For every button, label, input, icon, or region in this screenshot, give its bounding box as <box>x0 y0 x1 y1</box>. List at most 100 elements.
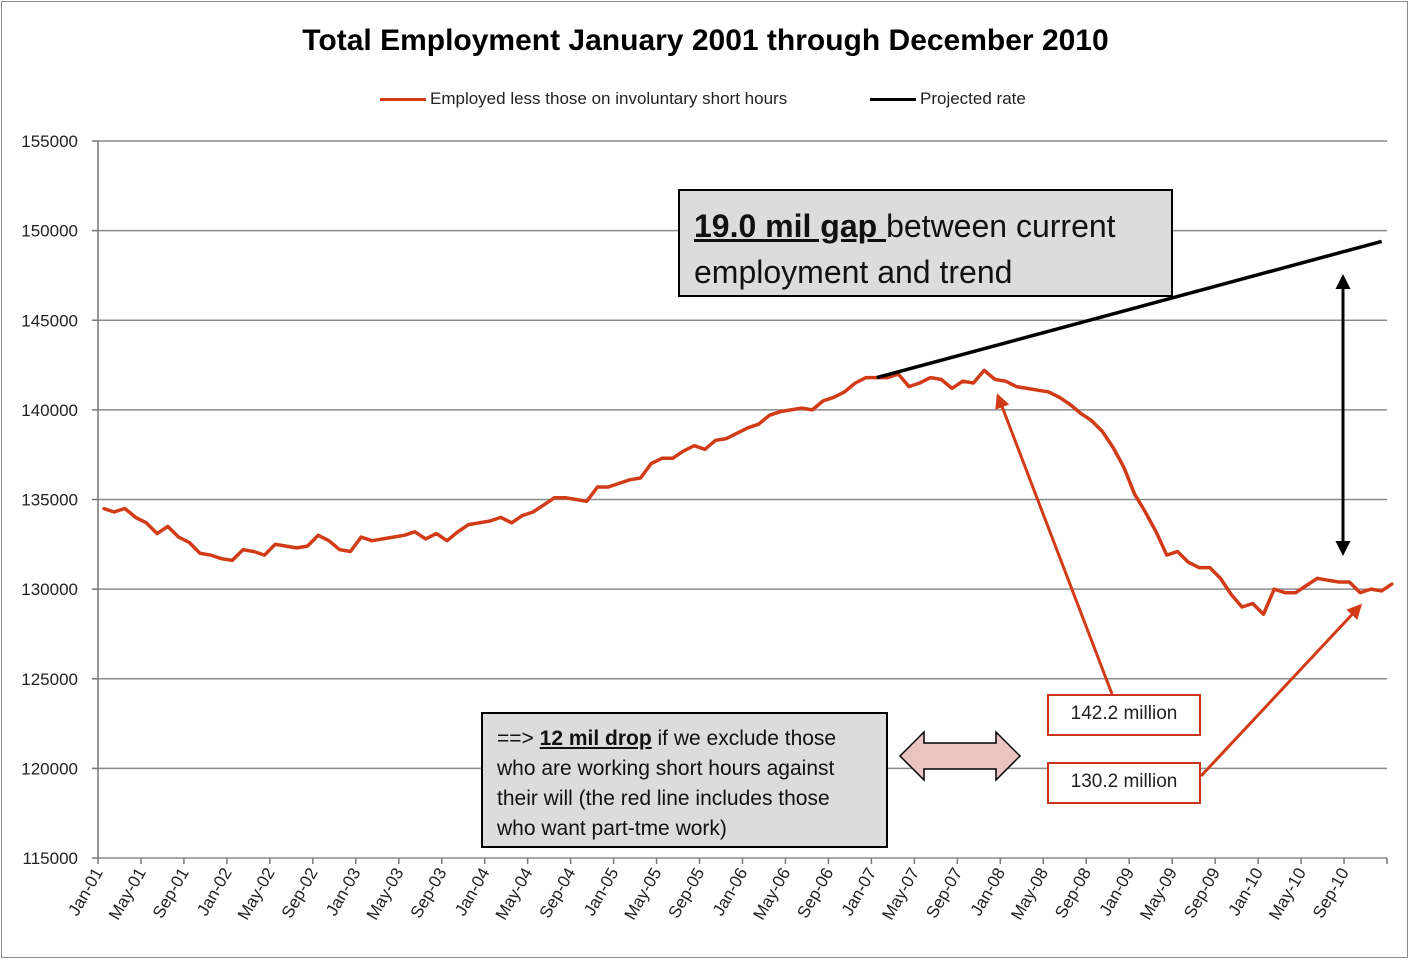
y-tick-label: 145000 <box>21 311 78 330</box>
x-tick-label: Sep-02 <box>278 865 322 922</box>
drop-callout-text: if we exclude those who are working shor… <box>497 727 837 840</box>
employment-data-point <box>918 381 921 385</box>
employment-data-point <box>1068 403 1072 406</box>
employment-data-point <box>542 503 545 507</box>
employment-data-point <box>1122 466 1126 469</box>
x-tick-label: Sep-10 <box>1309 865 1353 922</box>
employment-data-point <box>1230 593 1233 596</box>
employment-data-point <box>521 514 524 517</box>
employment-data-point <box>1004 379 1007 383</box>
employment-data-point <box>639 476 642 480</box>
x-tick-label: May-10 <box>1265 865 1310 924</box>
employment-data-point <box>821 399 825 403</box>
y-tick-label: 120000 <box>21 759 78 778</box>
employment-data-point <box>907 385 911 388</box>
employment-data-point <box>564 496 567 499</box>
employment-data-point <box>1326 578 1330 582</box>
employment-data-point <box>1337 580 1340 584</box>
employment-data-point <box>864 376 868 379</box>
gap-callout-text: between current employment and trend <box>694 208 1116 290</box>
employment-data-point <box>1036 388 1040 392</box>
employment-data-point <box>757 423 760 426</box>
employment-data-point <box>1262 613 1265 616</box>
employment-data-point <box>1358 591 1362 594</box>
employment-data-point <box>145 521 148 525</box>
trough-label-box: 130.2 million <box>1047 762 1201 804</box>
employment-data-point <box>1369 587 1373 591</box>
employment-data-point <box>188 541 191 544</box>
x-tick-label: May-04 <box>492 865 537 924</box>
employment-data-point <box>1283 591 1287 594</box>
employment-data-point <box>359 535 363 539</box>
employment-data-point <box>155 532 159 535</box>
employment-data-point <box>768 414 771 417</box>
employment-data-point <box>177 535 180 539</box>
employment-data-point <box>435 532 438 535</box>
x-tick-label: Jan-01 <box>64 865 106 920</box>
employment-data-point <box>284 544 288 548</box>
x-tick-label: May-01 <box>105 865 150 924</box>
employment-data-point <box>1015 385 1018 388</box>
employment-data-point <box>596 485 599 489</box>
peak-pointer-arrow <box>995 393 1114 695</box>
employment-data-point <box>295 546 298 550</box>
employment-data-point <box>929 376 932 379</box>
gap-callout-bold: 19.0 mil gap <box>694 208 887 244</box>
chart-title: Total Employment January 2001 through De… <box>302 24 1109 57</box>
employment-data-point <box>112 510 116 514</box>
x-tick-label: Sep-01 <box>149 865 193 922</box>
employment-data-point <box>725 437 728 440</box>
drop-callout-bold: 12 mil drop <box>539 727 652 750</box>
employment-data-point <box>1305 584 1308 587</box>
x-tick-label: Sep-09 <box>1180 865 1224 922</box>
employment-data-point <box>317 534 320 537</box>
x-tick-label: Jan-09 <box>1096 865 1138 920</box>
employment-data-point <box>349 550 352 553</box>
x-tick-label: May-09 <box>1136 865 1181 924</box>
employment-data-point <box>402 534 406 537</box>
employment-data-point <box>886 376 889 379</box>
employment-data-point <box>370 539 374 542</box>
employment-data-point <box>1380 589 1383 593</box>
employment-data-point <box>510 521 513 525</box>
x-tick-label: May-06 <box>750 865 795 924</box>
x-tick-label: Sep-07 <box>922 865 966 922</box>
employment-data-point <box>467 523 470 526</box>
x-tick-label: Sep-06 <box>793 865 837 922</box>
employment-data-point <box>166 525 170 528</box>
employment-data-point <box>703 448 707 451</box>
employment-data-point <box>1154 530 1158 533</box>
drop-callout: ==> 12 mil drop if we exclude those who … <box>481 712 888 848</box>
employment-data-point <box>735 431 739 435</box>
employment-data-point <box>671 457 674 460</box>
employment-data-point <box>338 548 341 551</box>
x-tick-label: May-07 <box>878 865 923 924</box>
employment-data-point <box>1025 387 1029 390</box>
employment-data-point <box>961 379 964 383</box>
x-tick-label: Sep-05 <box>664 865 708 922</box>
employment-data-point <box>607 485 610 489</box>
employment-data-point <box>1187 561 1190 564</box>
employment-data-point <box>445 539 449 542</box>
employment-data-point <box>1144 510 1147 514</box>
employment-data-point <box>102 507 105 510</box>
employment-data-point <box>1240 605 1244 609</box>
peak-label-box: 142.2 million <box>1047 694 1201 736</box>
employment-data-point <box>499 516 503 519</box>
trough-pointer-arrow <box>1199 603 1363 778</box>
employment-data-point <box>950 387 954 390</box>
employment-data-point <box>1348 580 1351 584</box>
employment-series-line <box>102 368 1394 616</box>
employment-data-point <box>854 381 857 385</box>
employment-data-point <box>628 478 631 481</box>
employment-data-point <box>263 553 266 557</box>
x-tick-label: Sep-04 <box>536 865 580 922</box>
x-tick-label: Sep-03 <box>407 865 451 922</box>
y-tick-label: 150000 <box>21 222 78 241</box>
employment-data-point <box>1111 446 1115 449</box>
employment-data-point <box>778 410 782 413</box>
employment-data-point <box>982 369 986 372</box>
employment-data-point <box>1391 582 1394 585</box>
